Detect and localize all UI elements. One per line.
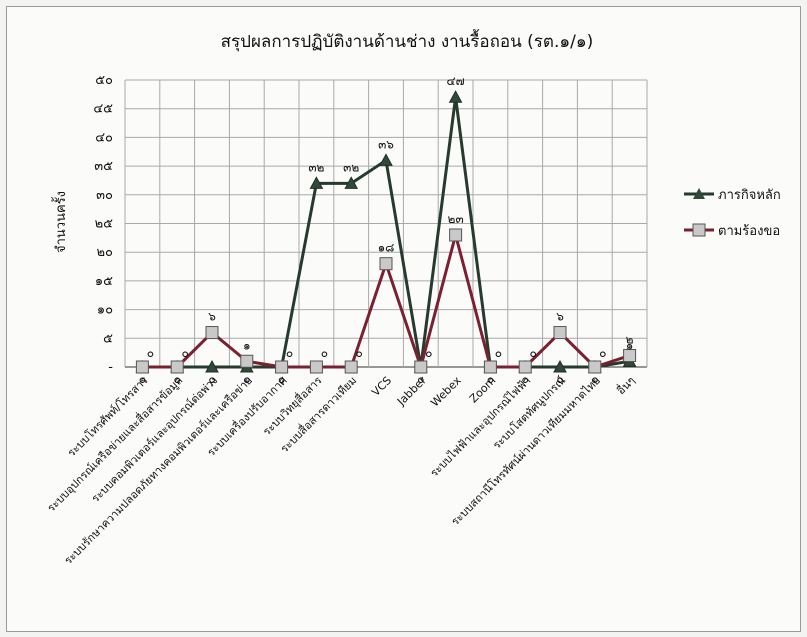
data-label: ๐ bbox=[591, 372, 598, 386]
square-marker bbox=[275, 360, 289, 374]
legend-square-marker bbox=[692, 223, 706, 237]
data-label: ๒๓ bbox=[448, 212, 464, 226]
y-tick-label: ๓๐ bbox=[96, 188, 113, 203]
x-tick-label: ระบบอุปกรณ์เครือข่ายและสื่อสารข้อมูล bbox=[43, 373, 185, 515]
gridlines bbox=[124, 79, 648, 368]
y-tick-label: ๒๐ bbox=[96, 245, 113, 260]
square-marker bbox=[414, 360, 428, 374]
y-axis-label: จำนวนครั้ง bbox=[51, 191, 69, 253]
data-label: ๑๘ bbox=[378, 241, 395, 255]
data-label: ๐ bbox=[182, 346, 189, 360]
data-label: ๐ bbox=[599, 346, 606, 360]
triangle-marker bbox=[205, 359, 219, 373]
legend-triangle-marker bbox=[693, 188, 705, 199]
square-marker bbox=[344, 360, 358, 374]
series-markers bbox=[135, 90, 637, 374]
y-tick-label: - bbox=[108, 360, 113, 375]
triangle-marker bbox=[309, 176, 324, 189]
data-label: ๐ bbox=[278, 372, 285, 386]
y-tick-label: ๑๐ bbox=[97, 303, 113, 318]
data-label: ๑ bbox=[243, 338, 251, 352]
x-tick-label: VCS bbox=[369, 374, 394, 399]
triangle-marker bbox=[553, 359, 567, 373]
square-marker bbox=[588, 360, 602, 374]
y-tick-label: ๑๕ bbox=[95, 274, 113, 289]
data-label: ๓๒ bbox=[343, 160, 359, 174]
data-label: ๓๖ bbox=[378, 137, 394, 151]
data-label: ๐ bbox=[321, 346, 328, 360]
square-marker bbox=[483, 360, 497, 374]
square-marker bbox=[449, 228, 463, 242]
chart-frame: -๕๑๐ ๑๕ ๒๐ ๒๕ ๓๐ ๓๕ ๔๐ ๔๕ ๕๐ ๐๐๐๐๐๓๒ ๓๒ ๓๖๐๔๗๐๐๐๐๑… bbox=[6, 6, 801, 632]
y-tick-label: ๔๐ bbox=[95, 130, 113, 145]
line-chart: -๕๑๐๑๕๒๐๒๕๓๐๓๕๔๐๔๕๕๐ ๐๐๐๐๐๓๒ ๓๒๓๖๐๔๗๐๐๐๐๑… bbox=[43, 29, 781, 567]
square-marker bbox=[518, 360, 532, 374]
y-axis-ticks: - ๕ ๑๐ ๑๕ ๒๐ ๒๕ ๓๐ ๓๕ ๔๐ ๔๕ ๕๐ bbox=[93, 73, 113, 375]
data-label: ๓๒ bbox=[308, 160, 324, 174]
square-marker bbox=[553, 326, 567, 340]
data-label: ๒ bbox=[626, 333, 634, 347]
square-marker bbox=[309, 360, 323, 374]
data-label: ๐ bbox=[286, 346, 293, 360]
x-tick-label: ระบบวิทยุสื่อสาร bbox=[259, 372, 325, 438]
y-tick-label: ๕๐ bbox=[95, 73, 113, 88]
x-tick-label: Webex bbox=[428, 374, 464, 410]
legend-entry: ตามร้องขอ bbox=[718, 224, 780, 239]
triangle-marker bbox=[379, 153, 393, 166]
series-line bbox=[142, 233, 631, 369]
chart-title: สรุปผลการปฏิบัติงานด้านช่าง งานรื้อถอน (… bbox=[221, 29, 594, 52]
triangle-marker bbox=[344, 176, 359, 189]
triangle-marker bbox=[448, 90, 463, 103]
square-marker bbox=[240, 354, 254, 368]
square-marker bbox=[205, 326, 219, 340]
data-label: ๐ bbox=[425, 346, 432, 360]
data-label: ๖ bbox=[208, 310, 216, 324]
legend-entry: ภารกิจหลัก bbox=[718, 188, 781, 203]
x-tick-label: Jabber bbox=[394, 374, 429, 409]
data-label: ๐ bbox=[356, 346, 363, 360]
data-label: ๐ bbox=[174, 372, 181, 386]
data-label: ๐ bbox=[530, 346, 537, 360]
y-tick-label: ๒๕ bbox=[95, 217, 114, 232]
data-label: ๐ bbox=[556, 372, 563, 386]
x-tick-label: ระบบคอมพิวเตอร์และอุปกรณ์ต่อพ่วง bbox=[89, 374, 220, 505]
data-label: ๐ bbox=[243, 372, 250, 386]
data-label: ๐ bbox=[417, 372, 424, 386]
square-marker bbox=[170, 360, 184, 374]
x-tick-label: อื่นๆ bbox=[613, 372, 638, 397]
square-marker bbox=[135, 360, 149, 374]
data-label: ๐ bbox=[208, 372, 215, 386]
data-label: ๐ bbox=[522, 372, 529, 386]
x-axis-ticks: ระบบโทรศัพท์/โทรสารระบบอุปกรณ์เครือข่ายแ… bbox=[43, 372, 638, 567]
data-label: ๐ bbox=[495, 346, 502, 360]
data-label: ๐ bbox=[139, 372, 146, 386]
square-marker bbox=[379, 257, 393, 271]
x-tick-label: Zoom bbox=[467, 374, 499, 406]
square-marker bbox=[623, 349, 637, 363]
data-label: ๐ bbox=[487, 372, 494, 386]
y-tick-label: ๓๕ bbox=[94, 159, 113, 174]
data-label: ๖ bbox=[556, 310, 564, 324]
data-label: ๔๗ bbox=[447, 74, 465, 88]
y-tick-label: ๔๕ bbox=[93, 102, 113, 117]
y-tick-label: ๕ bbox=[103, 331, 113, 346]
data-label: ๐ bbox=[147, 346, 154, 360]
data-label: ๑ bbox=[626, 338, 634, 352]
data-labels: ๐๐๐๐๐๓๒ ๓๒๓๖๐๔๗๐๐๐๐๑๐ ๐๖๑๐๐๐๑๘๐๒๓๐ ๐๖๐๒ bbox=[139, 74, 634, 386]
